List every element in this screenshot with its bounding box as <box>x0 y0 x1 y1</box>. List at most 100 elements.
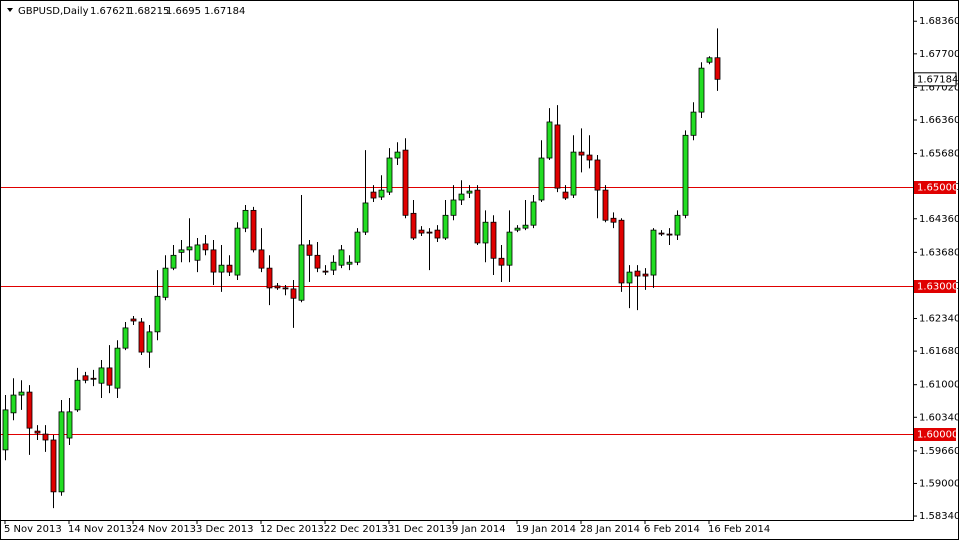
plot-area <box>0 0 914 521</box>
y-tick-label: 1.60340 <box>919 412 959 423</box>
candle-body <box>114 347 121 389</box>
candle-body <box>298 244 305 301</box>
candle-body <box>714 57 721 80</box>
x-tick-label: 28 Jan 2014 <box>580 524 640 535</box>
candle-body <box>442 214 449 239</box>
price-tag <box>913 72 957 87</box>
y-tick-label: 1.63680 <box>919 247 959 258</box>
y-tick-label: 1.59000 <box>919 478 959 489</box>
candle-body <box>434 229 441 239</box>
y-tick-label: 1.59660 <box>919 446 959 457</box>
candle-body <box>34 430 41 434</box>
candle-body <box>394 151 401 159</box>
candle-body <box>682 134 689 216</box>
y-tick-label: 1.61000 <box>919 380 959 391</box>
candle-body <box>530 201 537 226</box>
candle-body <box>506 231 513 266</box>
candle-body <box>650 229 657 276</box>
candle-body <box>602 189 609 221</box>
candle-body <box>370 191 377 199</box>
candle-body <box>346 261 353 265</box>
candle-body <box>226 264 233 273</box>
candle-body <box>218 264 225 273</box>
last-open: 1.67621 <box>90 6 131 17</box>
candle-body <box>130 318 137 322</box>
x-tick-label: 14 Nov 2013 <box>68 524 132 535</box>
candle-body <box>674 214 681 236</box>
candle-body <box>362 202 369 233</box>
candle-body <box>570 151 577 196</box>
candle-body <box>610 217 617 223</box>
candle-body <box>410 212 417 239</box>
y-tick-label: 1.61680 <box>919 346 959 357</box>
candle-body <box>242 209 249 229</box>
candle-body <box>138 321 145 353</box>
candle-body <box>594 159 601 191</box>
candle-body <box>338 249 345 266</box>
candle-body <box>642 273 649 277</box>
candle-body <box>146 331 153 353</box>
candle-body <box>706 57 713 63</box>
x-tick-label: 16 Feb 2014 <box>708 524 770 535</box>
candle-body <box>234 227 241 276</box>
candle-body <box>290 288 297 299</box>
x-tick-label: 9 Jan 2014 <box>452 524 506 535</box>
candle-body <box>58 411 65 493</box>
candle-body <box>690 111 697 136</box>
candle-body <box>522 224 529 229</box>
candle-body <box>258 249 265 269</box>
candle-body <box>274 285 281 289</box>
candle-body <box>514 227 521 231</box>
candle-body <box>18 391 25 396</box>
candle-body <box>386 157 393 193</box>
candle-body <box>666 233 673 236</box>
candle-body <box>306 244 313 256</box>
candle-body <box>562 191 569 199</box>
candle-body <box>74 379 81 411</box>
candle-body <box>154 295 161 333</box>
candle-body <box>378 189 385 198</box>
y-tick-label: 1.62340 <box>919 314 959 325</box>
candle-body <box>498 257 505 266</box>
candle-body <box>426 231 433 234</box>
x-tick-label: 19 Jan 2014 <box>516 524 576 535</box>
candle-body <box>314 254 321 269</box>
candle-body <box>194 244 201 261</box>
level-label: 1.65000 <box>917 183 958 194</box>
candle-body <box>634 270 641 277</box>
candle-body <box>82 375 89 381</box>
y-tick-label: 1.64360 <box>919 214 959 225</box>
x-tick-label: 3 Dec 2013 <box>196 524 254 535</box>
candle-body <box>106 367 113 386</box>
candle-body <box>2 409 9 451</box>
candle-body <box>266 267 273 289</box>
candle-body <box>578 151 585 156</box>
candle-body <box>354 231 361 263</box>
candle-body <box>90 377 97 380</box>
y-tick-label: 1.68360 <box>919 16 959 27</box>
candle-body <box>626 271 633 284</box>
candle-body <box>66 411 73 439</box>
candle-body <box>554 124 561 189</box>
x-tick-label: 6 Feb 2014 <box>644 524 700 535</box>
candle-body <box>122 327 129 349</box>
candle-body <box>586 154 593 161</box>
candle-body <box>698 67 705 113</box>
y-tick-label: 1.65680 <box>919 149 959 160</box>
candle-body <box>178 249 185 253</box>
candle-body <box>282 287 289 290</box>
menu-arrow <box>7 8 13 12</box>
candle-body <box>50 439 57 493</box>
level-tag <box>914 280 956 293</box>
candle-body <box>458 193 465 201</box>
candle-body <box>466 190 473 194</box>
candle-body <box>330 261 337 271</box>
level-tag <box>914 428 956 441</box>
candle-body <box>186 246 193 251</box>
y-tick-label: 1.58340 <box>919 511 959 522</box>
candle-body <box>482 221 489 244</box>
candle-body <box>538 157 545 201</box>
candle-body <box>474 189 481 244</box>
x-tick-label: 12 Dec 2013 <box>260 524 324 535</box>
x-tick-label: 31 Dec 2013 <box>388 524 452 535</box>
